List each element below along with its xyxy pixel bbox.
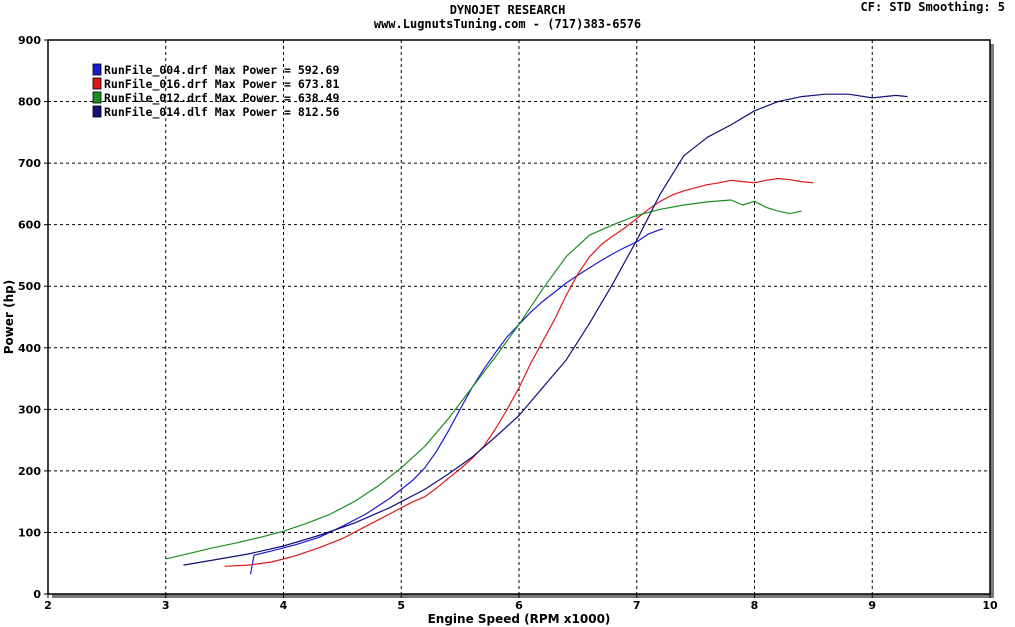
y-axis-ticks: 0 100 200 300 400 500 600 700 800 900 bbox=[18, 34, 48, 601]
x-tick-label: 10 bbox=[982, 599, 998, 612]
x-tick-label: 6 bbox=[515, 599, 523, 612]
chart-subtitle: www.LugnutsTuning.com - (717)383-6576 bbox=[373, 17, 642, 31]
legend-label: RunFile_014.dlf Max Power = 812.56 bbox=[104, 105, 339, 120]
legend: RunFile_004.drf Max Power = 592.69RunFil… bbox=[92, 63, 339, 120]
legend-swatch bbox=[92, 77, 102, 90]
series-line-3 bbox=[165, 199, 802, 560]
legend-label: RunFile_012.drf Max Power = 638.49 bbox=[104, 91, 339, 106]
x-tick-label: 5 bbox=[397, 599, 405, 612]
legend-item-2: RunFile_016.drf Max Power = 673.81 bbox=[92, 77, 339, 92]
series-line-1 bbox=[249, 228, 663, 575]
y-tick-label: 100 bbox=[18, 526, 41, 539]
x-tick-label: 7 bbox=[633, 599, 641, 612]
x-tick-label: 9 bbox=[868, 599, 876, 612]
legend-label: RunFile_004.drf Max Power = 592.69 bbox=[104, 63, 339, 78]
legend-swatch bbox=[92, 91, 102, 104]
legend-item-4: RunFile_014.dlf Max Power = 812.56 bbox=[92, 105, 339, 120]
y-tick-label: 600 bbox=[18, 219, 41, 232]
y-tick-label: 900 bbox=[18, 34, 41, 47]
y-tick-label: 500 bbox=[18, 280, 41, 293]
x-tick-label: 2 bbox=[44, 599, 52, 612]
legend-swatch bbox=[92, 105, 102, 118]
series-line-4 bbox=[183, 93, 908, 566]
x-axis-ticks: 2 3 4 5 6 7 8 9 10 bbox=[44, 594, 998, 612]
legend-label: RunFile_016.drf Max Power = 673.81 bbox=[104, 77, 339, 92]
legend-item-1: RunFile_004.drf Max Power = 592.69 bbox=[92, 63, 339, 78]
y-axis-label: Power (hp) bbox=[2, 280, 16, 354]
legend-item-3: RunFile_012.drf Max Power = 638.49 bbox=[92, 91, 339, 106]
y-tick-label: 700 bbox=[18, 157, 41, 170]
x-tick-label: 4 bbox=[280, 599, 288, 612]
y-tick-label: 400 bbox=[18, 342, 41, 355]
plot-frame bbox=[47, 39, 994, 598]
x-tick-label: 3 bbox=[162, 599, 170, 612]
y-tick-label: 200 bbox=[18, 465, 41, 478]
y-tick-label: 300 bbox=[18, 403, 41, 416]
correction-factor-info: CF: STD Smoothing: 5 bbox=[860, 0, 1006, 14]
x-tick-label: 8 bbox=[751, 599, 759, 612]
legend-swatch bbox=[92, 63, 102, 76]
series-lines bbox=[165, 93, 908, 575]
series-line-2 bbox=[224, 177, 814, 567]
y-tick-label: 800 bbox=[18, 96, 41, 109]
x-axis-label: Engine Speed (RPM x1000) bbox=[428, 612, 611, 626]
grid-lines bbox=[48, 40, 990, 594]
y-tick-label: 0 bbox=[33, 588, 41, 601]
chart-title: DYNOJET RESEARCH bbox=[449, 3, 566, 17]
